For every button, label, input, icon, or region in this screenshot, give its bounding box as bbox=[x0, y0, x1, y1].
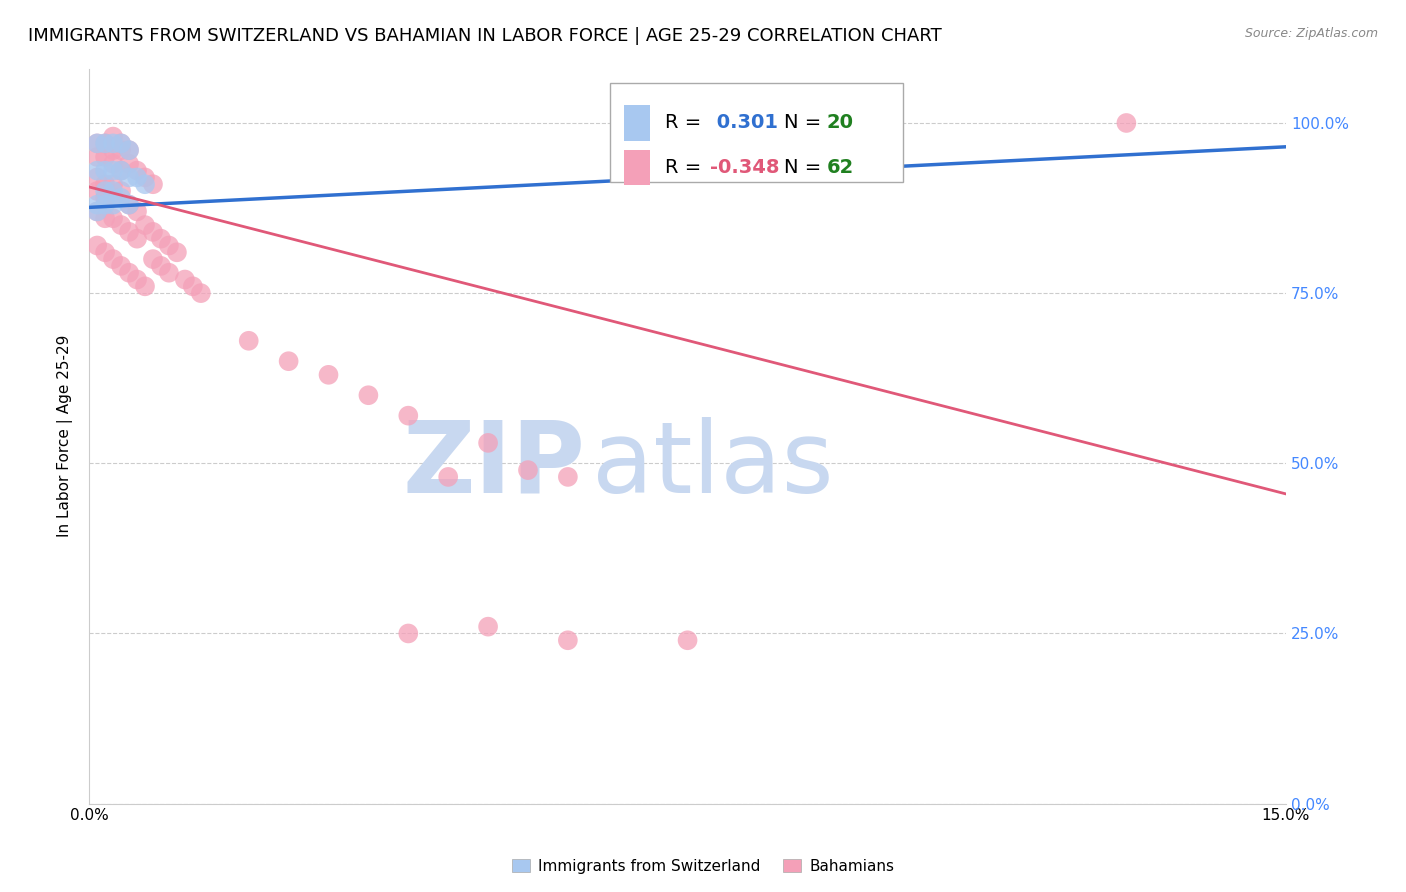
Point bbox=[94, 150, 117, 164]
Point bbox=[86, 238, 108, 252]
Point bbox=[142, 178, 165, 192]
Point bbox=[94, 191, 117, 205]
Point bbox=[110, 163, 132, 178]
Point bbox=[101, 129, 124, 144]
Text: atlas: atlas bbox=[592, 417, 834, 514]
Point bbox=[86, 204, 108, 219]
Point bbox=[118, 157, 141, 171]
Point bbox=[125, 272, 148, 286]
Point bbox=[110, 191, 132, 205]
Text: 62: 62 bbox=[827, 158, 853, 178]
Text: 20: 20 bbox=[827, 113, 853, 132]
Point bbox=[94, 184, 117, 198]
Point bbox=[134, 279, 156, 293]
Point bbox=[110, 163, 132, 178]
Point bbox=[118, 225, 141, 239]
Point bbox=[86, 197, 108, 211]
Point bbox=[101, 136, 124, 151]
Point bbox=[318, 368, 340, 382]
Text: N =: N = bbox=[785, 158, 828, 178]
Point bbox=[101, 163, 124, 178]
Point bbox=[125, 232, 148, 246]
Point bbox=[86, 150, 108, 164]
Point bbox=[101, 211, 124, 226]
Text: IMMIGRANTS FROM SWITZERLAND VS BAHAMIAN IN LABOR FORCE | AGE 25-29 CORRELATION C: IMMIGRANTS FROM SWITZERLAND VS BAHAMIAN … bbox=[28, 27, 942, 45]
Point bbox=[676, 633, 699, 648]
Point bbox=[157, 238, 180, 252]
Point bbox=[1115, 116, 1137, 130]
Point bbox=[396, 626, 419, 640]
Point bbox=[110, 184, 132, 198]
Bar bbox=[624, 150, 651, 186]
Point bbox=[94, 136, 117, 151]
Point bbox=[557, 633, 579, 648]
Point bbox=[101, 178, 124, 192]
Text: 0.301: 0.301 bbox=[710, 113, 779, 132]
Point bbox=[517, 463, 540, 477]
Point bbox=[118, 143, 141, 157]
Point bbox=[149, 232, 172, 246]
Text: -0.348: -0.348 bbox=[710, 158, 780, 178]
Point bbox=[238, 334, 260, 348]
Point bbox=[477, 435, 499, 450]
Point bbox=[94, 211, 117, 226]
Point bbox=[357, 388, 380, 402]
Point bbox=[94, 136, 117, 151]
Point bbox=[277, 354, 299, 368]
Point bbox=[101, 157, 124, 171]
Legend: Immigrants from Switzerland, Bahamians: Immigrants from Switzerland, Bahamians bbox=[506, 853, 900, 880]
Y-axis label: In Labor Force | Age 25-29: In Labor Force | Age 25-29 bbox=[58, 334, 73, 537]
Point bbox=[101, 143, 124, 157]
Text: R =: R = bbox=[665, 158, 707, 178]
Point bbox=[118, 266, 141, 280]
Point bbox=[86, 204, 108, 219]
Point bbox=[142, 225, 165, 239]
Point bbox=[94, 178, 117, 192]
Point bbox=[118, 170, 141, 185]
Point bbox=[181, 279, 204, 293]
Point bbox=[125, 170, 148, 185]
Point bbox=[125, 163, 148, 178]
Point bbox=[86, 184, 108, 198]
Point bbox=[118, 197, 141, 211]
Point bbox=[86, 170, 108, 185]
Text: R =: R = bbox=[665, 113, 707, 132]
Point bbox=[86, 136, 108, 151]
Point bbox=[110, 136, 132, 151]
Point bbox=[125, 204, 148, 219]
Point bbox=[477, 620, 499, 634]
Point bbox=[149, 259, 172, 273]
Point bbox=[174, 272, 197, 286]
FancyBboxPatch shape bbox=[610, 83, 903, 183]
Point bbox=[101, 252, 124, 266]
Point bbox=[101, 191, 124, 205]
Text: ZIP: ZIP bbox=[404, 417, 586, 514]
Point bbox=[86, 136, 108, 151]
Point bbox=[134, 218, 156, 232]
Point bbox=[101, 184, 124, 198]
Point bbox=[118, 197, 141, 211]
Point bbox=[86, 163, 108, 178]
Point bbox=[190, 286, 212, 301]
Point bbox=[94, 245, 117, 260]
Point bbox=[101, 197, 124, 211]
Text: N =: N = bbox=[785, 113, 828, 132]
Point bbox=[396, 409, 419, 423]
Bar bbox=[624, 105, 651, 141]
Point bbox=[437, 470, 460, 484]
Point bbox=[110, 136, 132, 151]
Point bbox=[166, 245, 188, 260]
Point bbox=[134, 170, 156, 185]
Point bbox=[557, 470, 579, 484]
Point bbox=[157, 266, 180, 280]
Point bbox=[118, 143, 141, 157]
Point bbox=[94, 197, 117, 211]
Point bbox=[110, 259, 132, 273]
Point bbox=[110, 143, 132, 157]
Point bbox=[134, 178, 156, 192]
Text: Source: ZipAtlas.com: Source: ZipAtlas.com bbox=[1244, 27, 1378, 40]
Point bbox=[110, 218, 132, 232]
Point bbox=[94, 163, 117, 178]
Point bbox=[142, 252, 165, 266]
